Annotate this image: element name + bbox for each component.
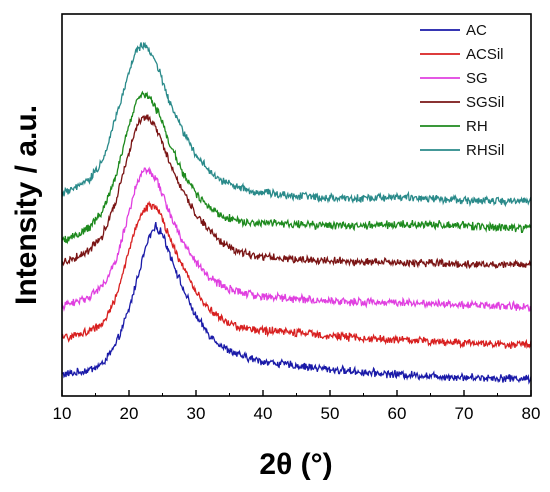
x-tick-label-80: 80 <box>522 404 541 423</box>
x-tick-label-10: 10 <box>53 404 72 423</box>
legend-label-acsil: ACSil <box>466 46 504 63</box>
legend: AC ACSil SG SGSil RH RHSil <box>420 22 504 159</box>
series-line-acsil <box>61 200 532 350</box>
legend-label-sgsil: SGSil <box>466 94 504 111</box>
legend-label-sg: SG <box>466 70 488 87</box>
x-tick-label-20: 20 <box>120 404 139 423</box>
legend-label-rhsil: RHSil <box>466 142 504 159</box>
plot-frame <box>61 13 532 397</box>
y-axis-title: Intensity / a.u. <box>10 105 43 305</box>
series-layer <box>61 41 532 385</box>
series-line-sg <box>61 166 532 312</box>
x-axis-title: 2θ (°) <box>259 448 332 481</box>
x-axis-ticks <box>61 390 532 396</box>
x-tick-label-40: 40 <box>254 404 273 423</box>
legend-label-ac: AC <box>466 22 487 39</box>
legend-label-rh: RH <box>466 118 488 135</box>
series-line-rh <box>61 90 532 245</box>
series-line-rhsil <box>61 41 532 208</box>
series-line-sgsil <box>61 114 532 270</box>
x-tick-label-50: 50 <box>321 404 340 423</box>
x-tick-label-30: 30 <box>187 404 206 423</box>
x-tick-label-70: 70 <box>455 404 474 423</box>
x-tick-label-60: 60 <box>388 404 407 423</box>
series-line-ac <box>61 221 532 385</box>
x-axis-tick-labels: 10 20 30 40 50 60 70 80 <box>53 404 541 423</box>
